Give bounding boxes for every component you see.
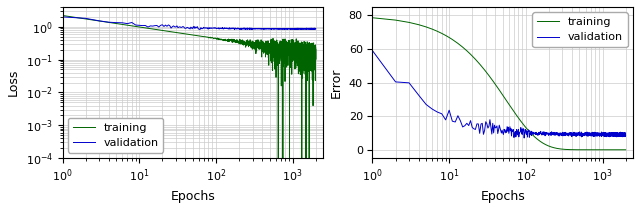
Line: training: training (372, 18, 626, 150)
validation (369, 49, 376, 52)
validation (598, 133, 605, 135)
Legend: training, validation: training, validation (68, 118, 163, 153)
Line: validation: validation (63, 17, 316, 30)
validation (621, 133, 628, 135)
training (523, 127, 531, 130)
Y-axis label: Error: Error (330, 67, 343, 98)
Legend: training, validation: training, validation (532, 13, 627, 47)
training (311, 50, 319, 52)
X-axis label: Epochs: Epochs (170, 190, 215, 203)
Line: validation: validation (372, 51, 626, 138)
validation (311, 27, 319, 30)
validation (59, 16, 67, 18)
validation (311, 27, 319, 30)
training (275, 164, 282, 167)
training (59, 14, 67, 17)
validation (304, 27, 312, 30)
training (598, 148, 605, 151)
validation (213, 27, 221, 30)
training (622, 148, 630, 151)
training (621, 148, 628, 151)
validation (196, 28, 204, 31)
X-axis label: Epochs: Epochs (481, 190, 525, 203)
training (621, 148, 628, 151)
validation (596, 133, 604, 135)
training (288, 73, 296, 76)
validation (520, 137, 528, 139)
training (312, 58, 319, 60)
validation (288, 27, 296, 30)
training (304, 50, 312, 52)
validation (614, 133, 621, 136)
validation (622, 134, 630, 136)
validation (621, 135, 628, 137)
training (369, 16, 376, 19)
validation (286, 27, 294, 30)
Y-axis label: Loss: Loss (7, 69, 20, 96)
training (286, 43, 294, 45)
validation (524, 131, 531, 134)
Line: training: training (63, 16, 316, 165)
training (311, 56, 319, 59)
training (213, 38, 221, 41)
training (596, 148, 604, 151)
validation (312, 27, 319, 30)
training (614, 148, 621, 151)
